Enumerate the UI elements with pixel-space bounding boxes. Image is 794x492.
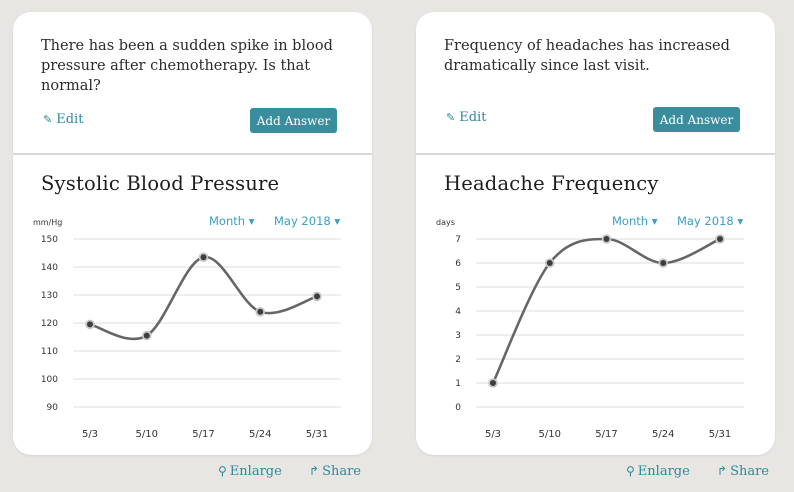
chart-title: Headache Frequency: [444, 172, 659, 195]
y-unit-label: mm/Hg: [33, 218, 62, 227]
x-tick-label: 5/17: [595, 429, 617, 440]
headache-frequency-chart: days Month ▾ May 2018 ▾ 0 1 2 3 4 5 6 7 5/3 5/10 5/17…: [436, 214, 744, 440]
edit-label: Edit: [56, 112, 84, 127]
series-line: [491, 237, 722, 385]
y-tick-label: 0: [455, 403, 461, 413]
data-point: [143, 332, 150, 339]
date-dropdown[interactable]: May 2018 ▾: [274, 214, 340, 228]
y-tick-label: 5: [455, 283, 461, 293]
x-tick-label: 5/10: [539, 429, 561, 440]
question-section: There has been a sudden spike in blood p…: [13, 12, 372, 153]
enlarge-label: Enlarge: [637, 464, 690, 479]
data-point: [546, 260, 553, 266]
share-link-left[interactable]: ↱ Share: [309, 464, 361, 479]
edit-link[interactable]: ✎ Edit: [43, 112, 83, 127]
y-tick-label: 120: [41, 319, 58, 329]
data-point: [603, 236, 610, 242]
y-tick-label: 7: [455, 235, 461, 245]
share-link-right[interactable]: ↱ Share: [717, 464, 769, 479]
share-label: Share: [730, 464, 769, 479]
share-label: Share: [322, 464, 361, 479]
data-point: [87, 321, 93, 328]
date-dropdown[interactable]: May 2018 ▾: [677, 214, 743, 228]
y-unit-label: days: [436, 218, 455, 227]
share-arrow-icon: ↱: [309, 464, 320, 478]
pencil-icon: ✎: [43, 113, 53, 126]
enlarge-link-left[interactable]: ⚲ Enlarge: [218, 464, 282, 479]
share-arrow-icon: ↱: [717, 464, 728, 478]
question-card-headache: Frequency of headaches has increased dra…: [416, 12, 775, 455]
y-tick-label: 2: [455, 355, 461, 365]
enlarge-label: Enlarge: [229, 464, 282, 479]
add-answer-button[interactable]: Add Answer: [250, 108, 337, 133]
data-point: [200, 254, 207, 261]
y-tick-label: 110: [41, 347, 58, 357]
magnifier-icon: ⚲: [218, 464, 227, 478]
add-answer-button[interactable]: Add Answer: [653, 107, 740, 132]
y-tick-label: 4: [455, 307, 461, 317]
y-tick-label: 130: [41, 291, 58, 301]
data-point: [717, 236, 723, 242]
y-tick-label: 1: [455, 379, 461, 389]
edit-link[interactable]: ✎ Edit: [446, 110, 486, 125]
data-point: [660, 260, 667, 266]
magnifier-icon: ⚲: [626, 464, 635, 478]
x-tick-label: 5/31: [709, 429, 731, 440]
divider: [416, 153, 775, 155]
pencil-icon: ✎: [446, 111, 456, 124]
period-dropdown[interactable]: Month ▾: [209, 214, 255, 228]
x-tick-label: 5/10: [136, 429, 158, 440]
question-card-blood-pressure: There has been a sudden spike in blood p…: [13, 12, 372, 455]
x-tick-label: 5/24: [249, 429, 271, 440]
systolic-blood-pressure-chart: mm/Hg Month ▾ May 2018 ▾ 90 100 110 120 130 140 1…: [33, 214, 341, 440]
y-tick-label: 3: [455, 331, 461, 341]
divider: [13, 153, 372, 155]
x-tick-label: 5/3: [82, 429, 98, 440]
question-text: Frequency of headaches has increased dra…: [444, 38, 730, 74]
data-point: [490, 380, 496, 386]
edit-label: Edit: [459, 110, 487, 125]
y-tick-label: 6: [455, 259, 461, 269]
question-text: There has been a sudden spike in blood p…: [41, 38, 333, 94]
enlarge-link-right[interactable]: ⚲ Enlarge: [626, 464, 690, 479]
y-tick-label: 100: [41, 375, 58, 385]
y-tick-label: 90: [47, 403, 59, 413]
data-point: [314, 293, 320, 300]
period-dropdown[interactable]: Month ▾: [612, 214, 658, 228]
question-section: Frequency of headaches has increased dra…: [416, 12, 775, 153]
y-tick-label: 140: [41, 263, 58, 273]
x-tick-label: 5/17: [192, 429, 214, 440]
data-point: [257, 308, 264, 315]
x-tick-label: 5/24: [652, 429, 674, 440]
y-tick-label: 150: [41, 235, 58, 245]
x-tick-label: 5/31: [306, 429, 328, 440]
series-line: [88, 255, 319, 341]
chart-title: Systolic Blood Pressure: [41, 172, 280, 195]
x-tick-label: 5/3: [485, 429, 501, 440]
